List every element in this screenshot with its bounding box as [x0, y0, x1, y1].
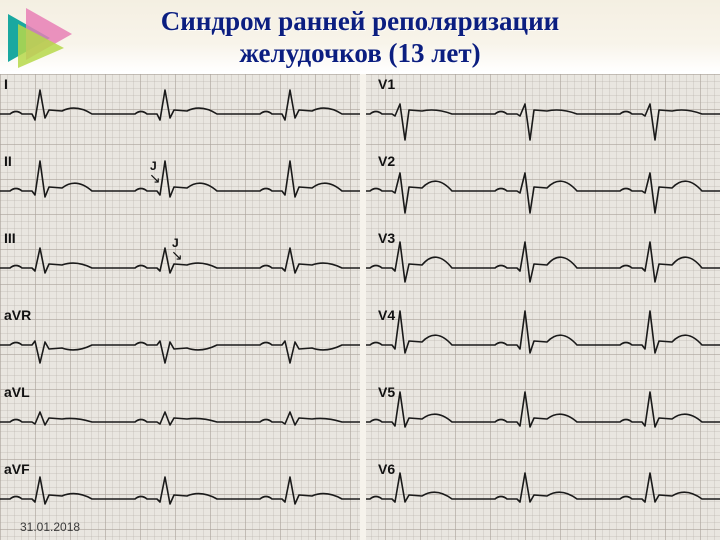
lead-row-I: I [0, 74, 360, 151]
j-label-III: J [172, 236, 179, 250]
slide-title: Синдром ранней реполяризации желудочков … [0, 6, 720, 70]
lead-row-V3: V3 [360, 228, 720, 305]
title-line-1: Синдром ранней реполяризации [161, 6, 559, 36]
ecg-trace-aVL [0, 382, 360, 459]
panel-divider [360, 74, 366, 540]
ecg-trace-V3 [360, 228, 720, 305]
lead-row-III: IIIJ↘ [0, 228, 360, 305]
lead-row-V4: V4 [360, 305, 720, 382]
ecg-trace-V2 [360, 151, 720, 228]
ecg-trace-aVR [0, 305, 360, 382]
j-arrow-icon: ↘ [149, 173, 161, 187]
lead-row-V1: V1 [360, 74, 720, 151]
ecg-trace-V5 [360, 382, 720, 459]
lead-row-aVL: aVL [0, 382, 360, 459]
ecg-panel-left: IIIJ↘IIIJ↘aVRaVLaVF [0, 74, 360, 540]
ecg-trace-II [0, 151, 360, 228]
lead-row-V6: V6 [360, 459, 720, 536]
ecg-trace-V6 [360, 459, 720, 536]
j-label-II: J [150, 159, 157, 173]
ecg-panel-right: V1V2V3V4V5V6 [360, 74, 720, 540]
lead-row-V5: V5 [360, 382, 720, 459]
ecg-trace-V1 [360, 74, 720, 151]
lead-row-aVR: aVR [0, 305, 360, 382]
ecg-trace-I [0, 74, 360, 151]
ecg-trace-III [0, 228, 360, 305]
ecg-trace-V4 [360, 305, 720, 382]
date-stamp: 31.01.2018 [20, 520, 80, 534]
j-arrow-icon: ↘ [171, 250, 183, 264]
lead-row-II: IIJ↘ [0, 151, 360, 228]
lead-row-V2: V2 [360, 151, 720, 228]
title-line-2: желудочков (13 лет) [239, 38, 480, 68]
